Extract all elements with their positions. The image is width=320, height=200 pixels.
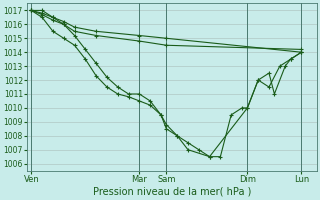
- X-axis label: Pression niveau de la mer( hPa ): Pression niveau de la mer( hPa ): [92, 187, 251, 197]
